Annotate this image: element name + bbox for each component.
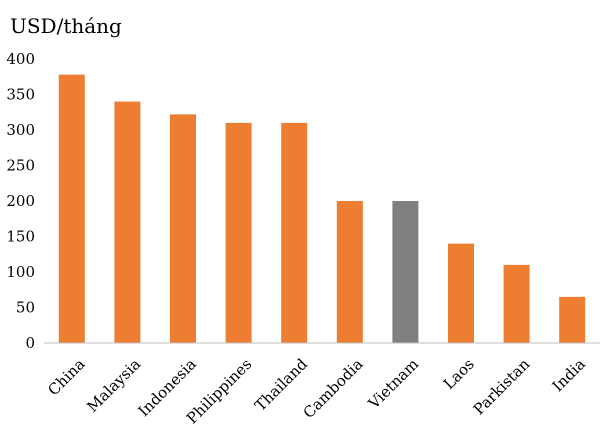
y-tick-label: 200 — [6, 192, 35, 210]
y-tick-label: 0 — [25, 334, 35, 352]
y-axis-ticks: 0 50 100 150 200 250 300 350 400 — [6, 50, 35, 352]
bar-philippines — [225, 122, 252, 344]
bar-laos — [448, 243, 474, 343]
x-category-label: Parkistan — [470, 355, 534, 419]
bar-china — [58, 74, 85, 344]
bar-cambodia — [336, 201, 363, 343]
y-tick-label: 400 — [6, 50, 35, 68]
bar-india — [559, 296, 586, 343]
y-tick-label: 100 — [6, 263, 35, 281]
y-tick-label: 300 — [6, 121, 35, 139]
x-category-label: Cambodia — [300, 355, 367, 422]
bar-indonesia — [170, 114, 196, 343]
bars — [58, 74, 586, 344]
x-category-label: India — [549, 355, 589, 395]
y-tick-label: 350 — [6, 86, 35, 104]
x-category-label: Vietnam — [364, 355, 422, 413]
x-axis-labels: ChinaMalaysiaIndonesiaPhilippinesThailan… — [44, 355, 589, 426]
bar-vietnam — [392, 201, 419, 343]
bar-parkistan — [503, 264, 530, 343]
x-category-label: China — [44, 355, 88, 399]
y-tick-label: 150 — [6, 228, 35, 246]
bar-thailand — [281, 122, 308, 344]
y-tick-label: 250 — [6, 157, 35, 175]
x-category-label: Laos — [440, 355, 478, 393]
bar-malaysia — [114, 101, 141, 343]
y-axis-unit-label: USD/tháng — [10, 14, 122, 38]
y-tick-label: 50 — [16, 299, 35, 317]
